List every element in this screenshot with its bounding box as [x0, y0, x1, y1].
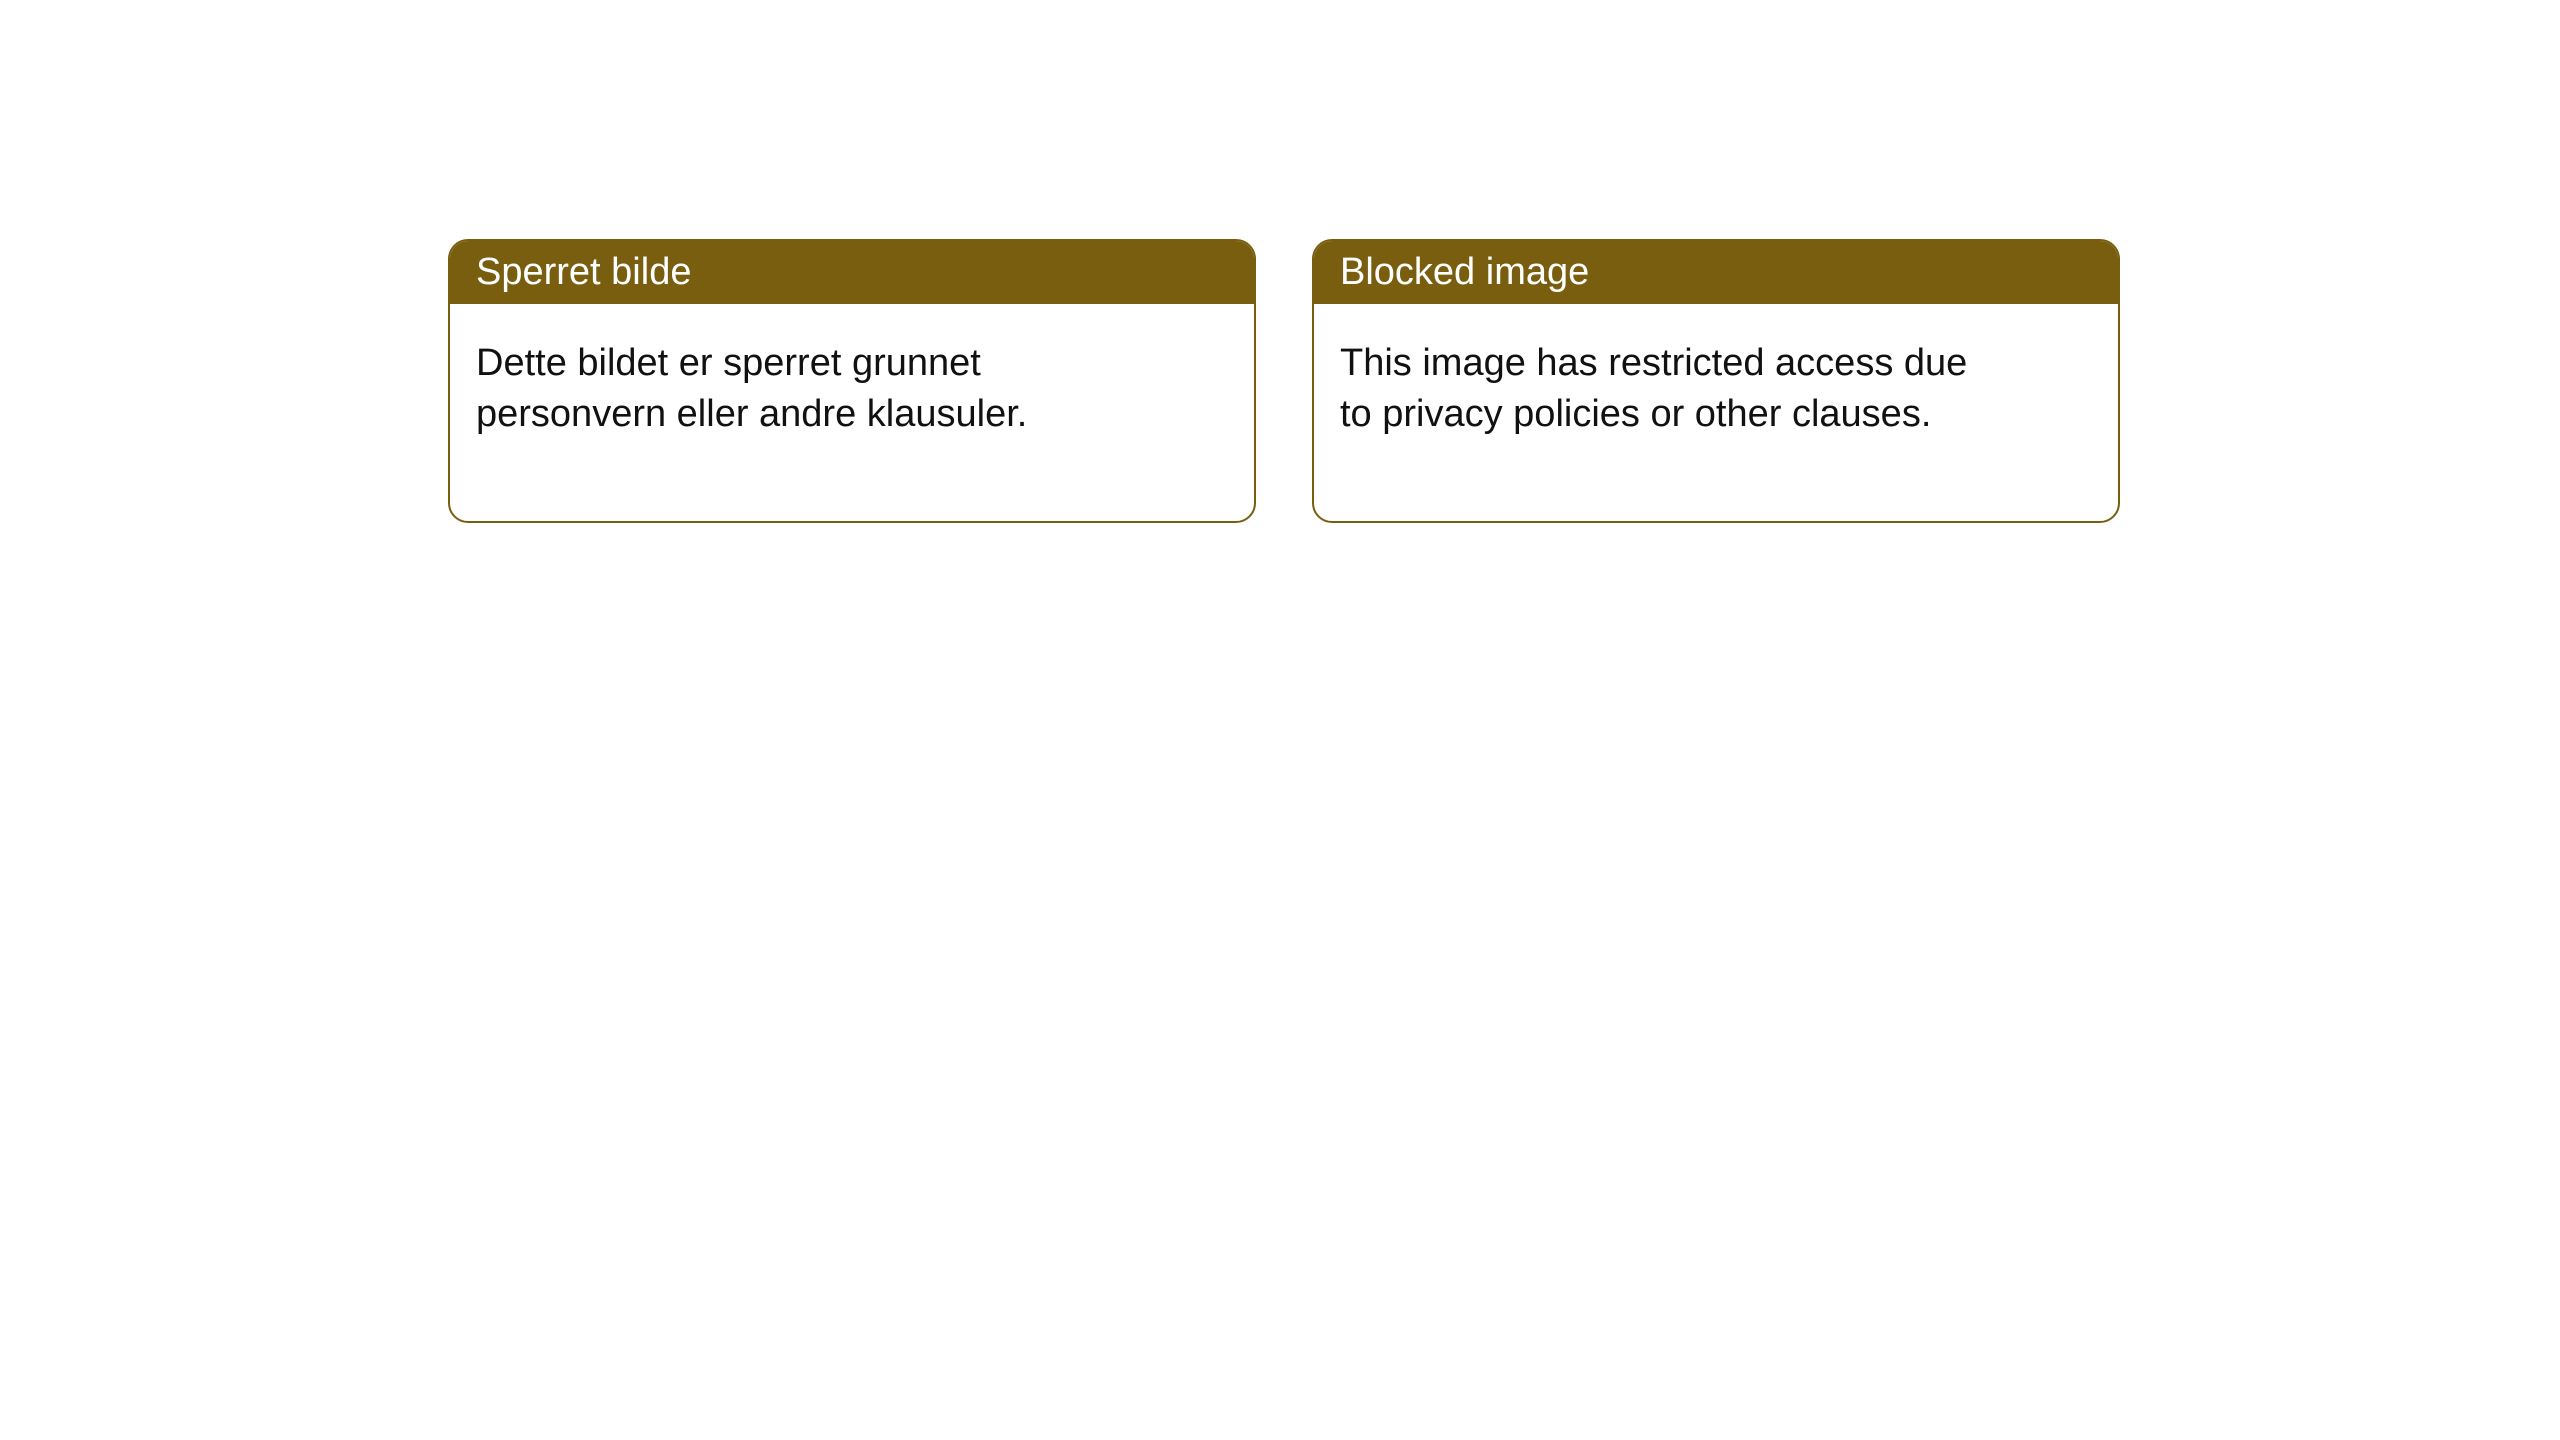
notice-cards-container: Sperret bilde Dette bildet er sperret gr… — [0, 0, 2560, 523]
card-header: Sperret bilde — [450, 241, 1254, 304]
card-title: Sperret bilde — [476, 251, 691, 293]
notice-card-norwegian: Sperret bilde Dette bildet er sperret gr… — [448, 239, 1256, 523]
card-body: This image has restricted access due to … — [1314, 304, 2014, 521]
card-body-text: Dette bildet er sperret grunnet personve… — [476, 342, 1027, 435]
card-header: Blocked image — [1314, 241, 2118, 304]
notice-card-english: Blocked image This image has restricted … — [1312, 239, 2120, 523]
card-body-text: This image has restricted access due to … — [1340, 342, 1967, 435]
card-body: Dette bildet er sperret grunnet personve… — [450, 304, 1150, 521]
card-title: Blocked image — [1340, 251, 1589, 293]
